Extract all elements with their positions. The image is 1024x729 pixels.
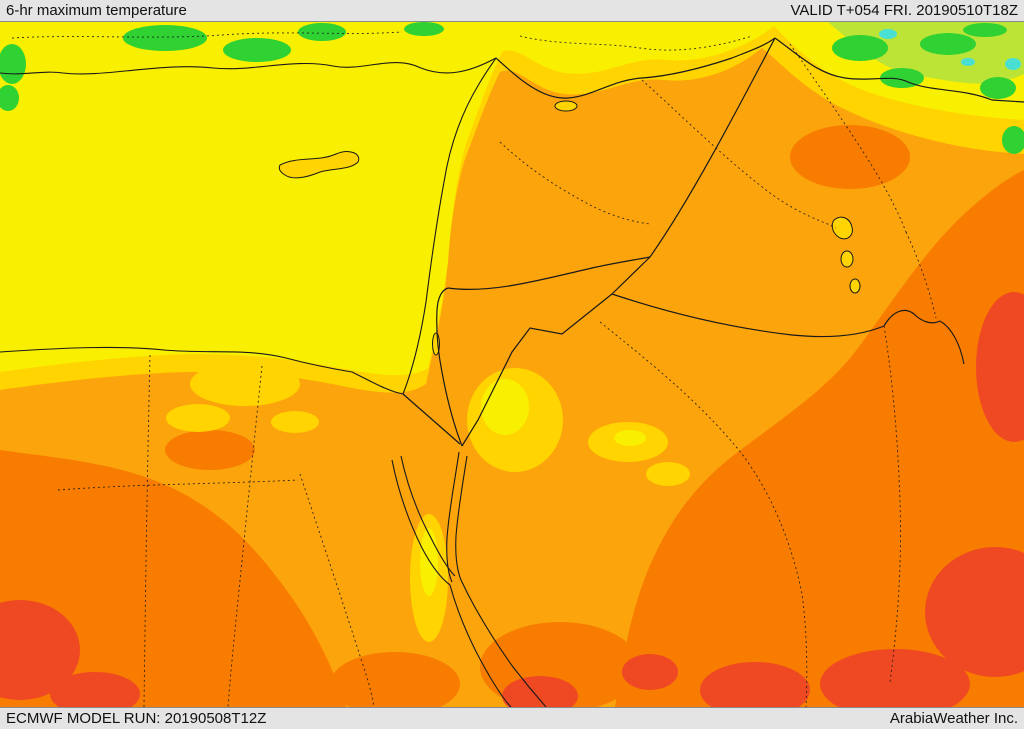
temperature-field xyxy=(0,22,1024,707)
red-sea-west-coast xyxy=(449,584,512,707)
egypt-admin-line-west xyxy=(143,354,151,707)
syria-iraq-border xyxy=(649,37,776,258)
red-sea-east-coast xyxy=(460,579,547,707)
gulf-of-suez-east-coast xyxy=(400,455,456,577)
egypt-admin-line-east xyxy=(299,473,375,707)
saudi-admin-line-2 xyxy=(883,325,901,683)
syria-jordan-border xyxy=(447,256,651,291)
cyprus-coastline xyxy=(278,151,360,179)
israel-egypt-border xyxy=(402,393,461,445)
turkey-iraq-border xyxy=(774,37,1024,103)
jordan-saudi-border xyxy=(461,293,613,447)
hot-regions xyxy=(0,125,1024,707)
attribution-label: ArabiaWeather Inc. xyxy=(889,710,1018,727)
hottest-spots xyxy=(0,292,1024,707)
tigris-river-line xyxy=(789,43,907,233)
footer-bar: ECMWF MODEL RUN: 20190508T12Z ArabiaWeat… xyxy=(0,707,1024,729)
admin-borders xyxy=(11,31,937,707)
iraqi-lake-habbaniyah xyxy=(840,250,854,268)
egypt-levant-coastline xyxy=(0,57,497,395)
cool-green-spots xyxy=(0,22,1024,154)
turkey-south-coastline xyxy=(0,57,497,75)
valid-time-label: VALID T+054 FRI. 20190510T18Z xyxy=(790,2,1019,19)
nile-river-line xyxy=(227,365,263,707)
iraq-saudi-border xyxy=(611,293,885,338)
cooler-yellow-green-area xyxy=(828,22,1024,84)
gulf-of-aqaba-west-coast xyxy=(446,451,460,583)
temperature-map-svg xyxy=(0,22,1024,707)
water-bodies xyxy=(278,100,861,356)
gulf-of-aqaba-east-coast xyxy=(455,455,468,581)
model-run-label: ECMWF MODEL RUN: 20190508T12Z xyxy=(6,710,267,727)
iraqi-lake-razzaza xyxy=(849,278,861,294)
mild-yellow-layer xyxy=(0,22,1024,376)
map-title: 6-hr maximum temperature xyxy=(6,2,187,19)
header-bar: 6-hr maximum temperature VALID T+054 FRI… xyxy=(0,0,1024,22)
jordan-iraq-border xyxy=(611,256,651,295)
turkey-admin-line-2 xyxy=(519,35,753,51)
egypt-admin-line-horizontal xyxy=(57,479,299,491)
lake-assad xyxy=(554,100,578,112)
coldest-cyan-spots xyxy=(879,29,1021,70)
kuwait-border xyxy=(883,309,941,327)
persian-gulf-coast xyxy=(939,320,965,365)
gulf-of-suez-west-coast xyxy=(391,459,451,586)
turkey-syria-border xyxy=(495,37,776,99)
map-area xyxy=(0,22,1024,707)
israel-jordan-border xyxy=(436,287,463,447)
country-borders xyxy=(402,37,1024,447)
mild-yellow-patches xyxy=(420,379,646,596)
coastlines xyxy=(0,57,965,707)
iraqi-lake-tharthar xyxy=(831,216,853,240)
